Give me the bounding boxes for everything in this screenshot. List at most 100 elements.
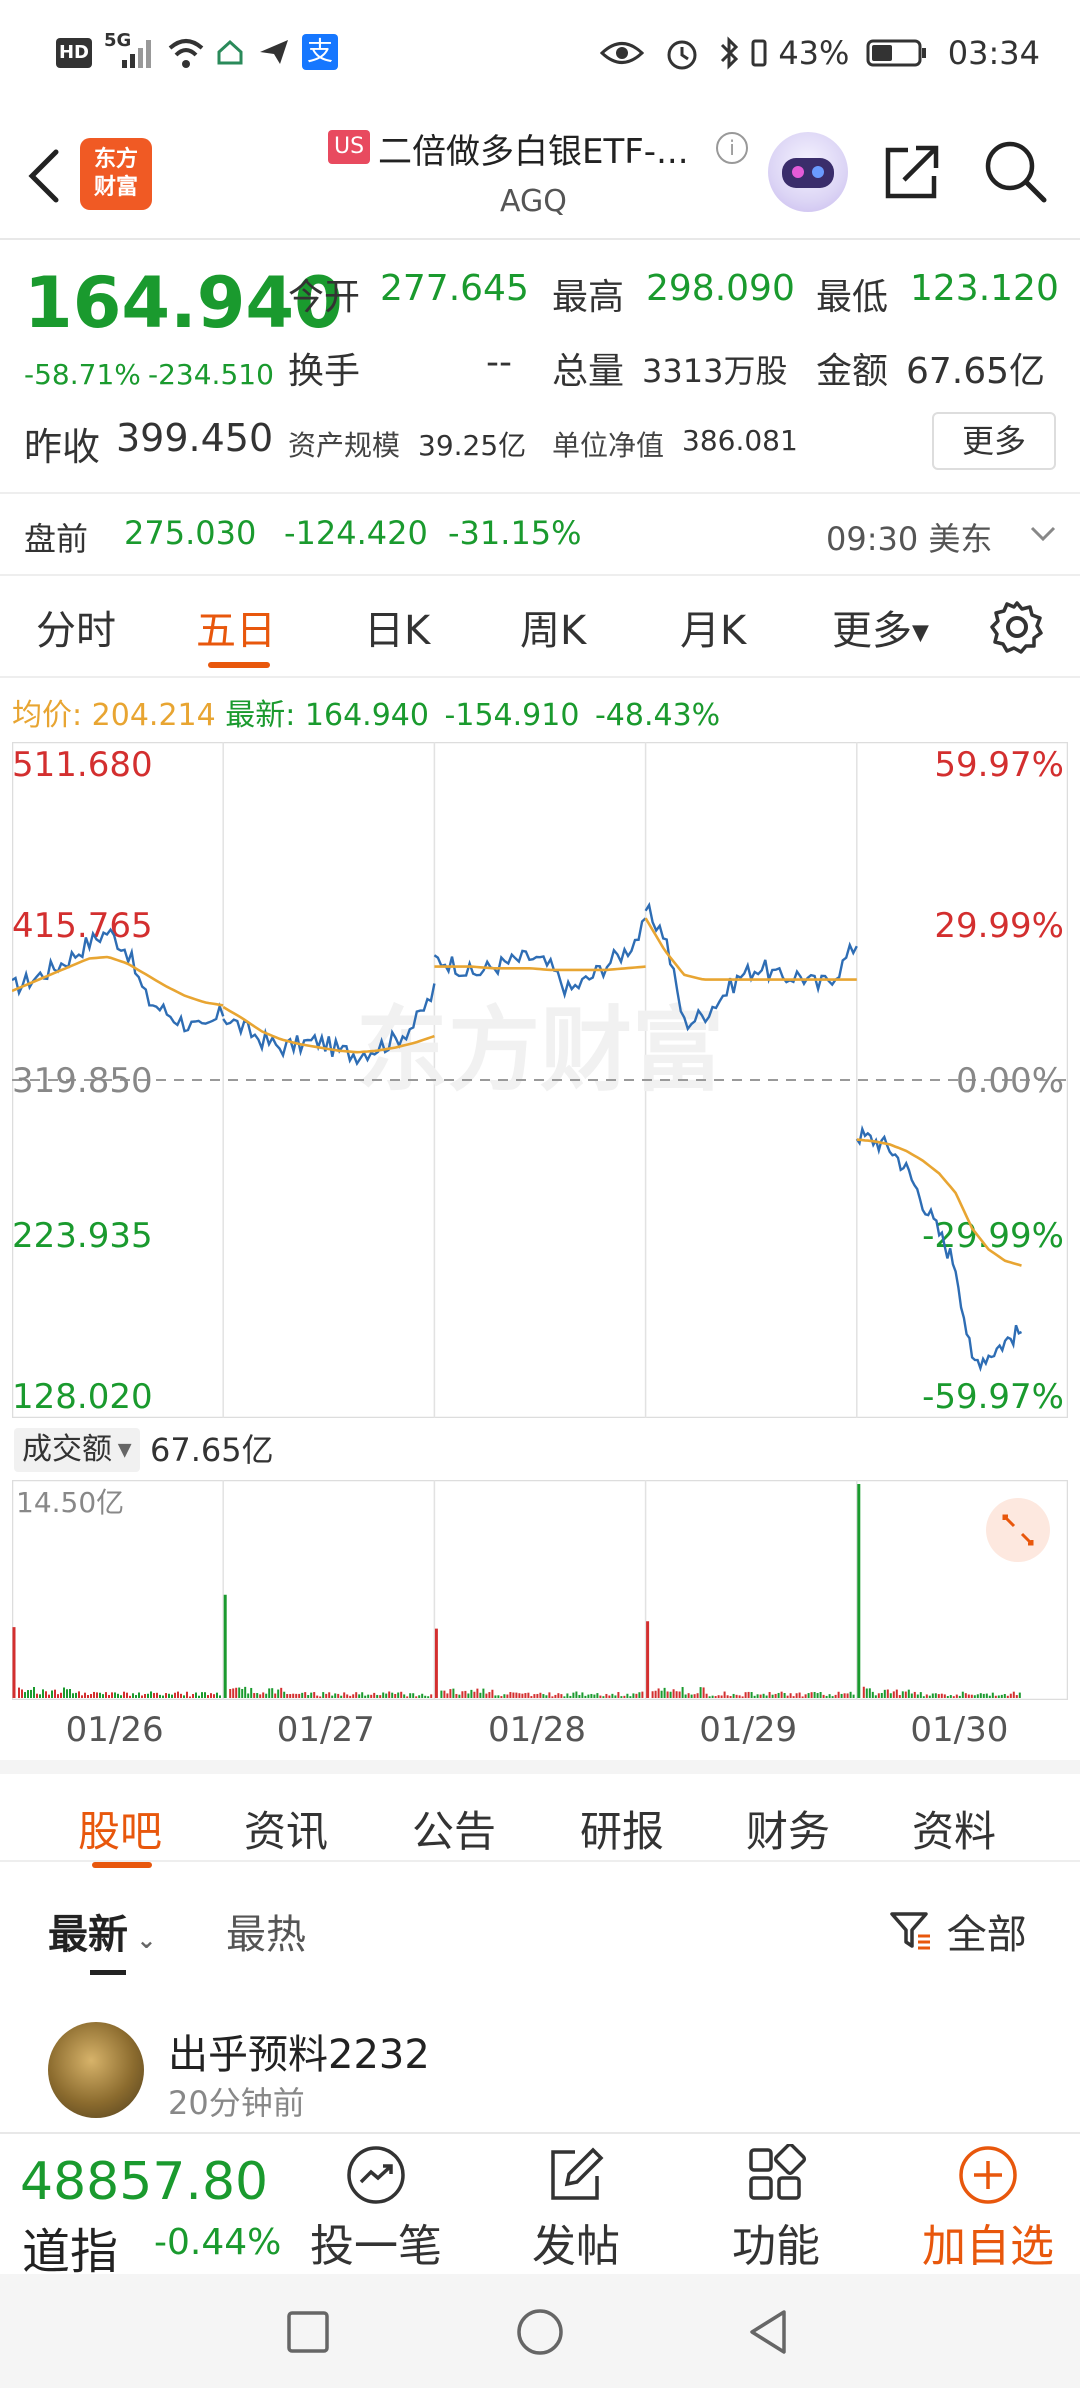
high-label: 最高 <box>552 277 625 318</box>
index-name: 道指 <box>22 2224 119 2280</box>
tab-announcements[interactable]: 公告 <box>412 1807 497 1856</box>
sort-latest-label: 最新 <box>48 1912 128 1958</box>
volume-metric-selector[interactable]: 成交额 ▼ <box>14 1428 140 1472</box>
battery-icon <box>866 39 926 67</box>
info-icon[interactable]: i <box>716 132 748 164</box>
price-line-day <box>433 917 647 1000</box>
premarket-price: 275.030 <box>124 514 257 552</box>
y-tick-left: 223.935 <box>12 1216 153 1256</box>
date-axis: 01/26 01/27 01/28 01/29 01/30 <box>12 1710 1068 1760</box>
chart-period-tabs: 分时 五日 日K 周K 月K 更多▼ <box>0 578 1080 678</box>
tab-profile[interactable]: 资料 <box>912 1807 997 1856</box>
paper-plane-icon <box>260 40 288 64</box>
back-nav-icon[interactable] <box>746 2308 790 2356</box>
tab-daily-k[interactable]: 日K <box>364 608 431 654</box>
share-icon[interactable] <box>880 140 944 204</box>
change-percent: -58.71% <box>24 358 141 391</box>
feed-filter-row: 最新 ⌄ 最热 全部 <box>0 1862 1080 1982</box>
prev-close-value: 399.450 <box>116 416 274 460</box>
sort-hot-button[interactable]: 最热 <box>226 1912 306 1958</box>
premarket-time: 09:30 美东 <box>826 520 993 558</box>
volume-total: 67.65亿 <box>150 1431 274 1469</box>
y-tick-left: 319.850 <box>12 1061 153 1101</box>
ai-assistant-icon[interactable] <box>768 132 848 212</box>
open-label: 今开 <box>288 277 361 318</box>
date-tick: 01/29 <box>699 1710 798 1750</box>
content-tabs: 股吧 资讯 公告 研报 财务 资料 <box>0 1760 1080 1868</box>
forum-post[interactable]: 出乎预料2232 20分钟前 <box>0 1982 1080 2132</box>
turnover-label: 换手 <box>288 351 361 392</box>
invest-label: 投一笔 <box>310 2221 442 2272</box>
search-icon[interactable] <box>982 138 1048 204</box>
invest-button[interactable]: 投一笔 <box>306 2144 446 2274</box>
home-icon <box>217 39 243 65</box>
post-label: 发帖 <box>532 2221 620 2272</box>
post-username[interactable]: 出乎预料2232 <box>168 2032 430 2078</box>
stock-name[interactable]: 二倍做多白银ETF-... <box>378 132 689 172</box>
wifi-icon <box>168 39 204 68</box>
signal-bars-icon <box>122 40 151 68</box>
average-price-bar: 均价: 204.214 最新: 164.940 -154.910 -48.43% <box>12 690 720 734</box>
chevron-down-icon[interactable] <box>1028 518 1058 548</box>
stock-code: AGQ <box>500 184 567 219</box>
tab-intraday[interactable]: 分时 <box>36 608 116 654</box>
active-subtab-indicator <box>92 1862 152 1868</box>
volume-frame <box>12 1480 1068 1700</box>
plus-circle-icon <box>959 2146 1017 2204</box>
trend-circle-icon <box>347 2146 405 2204</box>
home-button-icon[interactable] <box>516 2308 564 2356</box>
tab-monthly-k[interactable]: 月K <box>680 608 747 654</box>
latest-change: -154.910 <box>444 698 580 733</box>
filter-label: 全部 <box>946 1912 1027 1958</box>
brand-logo[interactable]: 东方 财富 <box>80 138 152 210</box>
avg-line-day <box>644 917 857 981</box>
latest-value: 164.940 <box>304 698 429 733</box>
watermark: 东方财富 <box>356 997 724 1104</box>
price-line-day <box>855 1124 1023 1373</box>
filter-button[interactable]: 全部 <box>888 1902 1027 1960</box>
alarm-icon <box>667 40 697 70</box>
avatar[interactable] <box>48 2022 144 2118</box>
premarket-bar[interactable]: 盘前 275.030 -124.420 -31.15% 09:30 美东 <box>0 492 1080 576</box>
tab-five-day[interactable]: 五日 <box>196 608 276 654</box>
date-tick: 01/26 <box>65 1710 164 1750</box>
caret-down-icon: ▼ <box>912 620 929 646</box>
market-badge: US <box>328 130 371 164</box>
amount-value: 67.65亿 <box>906 351 1046 392</box>
functions-label: 功能 <box>732 2221 820 2272</box>
tab-forum[interactable]: 股吧 <box>78 1807 163 1856</box>
caret-down-icon: ▼ <box>112 1439 132 1461</box>
hd-icon: HD <box>56 38 92 68</box>
recent-apps-icon[interactable] <box>286 2310 330 2354</box>
sort-latest-button[interactable]: 最新 ⌄ <box>48 1902 156 1960</box>
bottom-toolbar: 48857.80 道指 -0.44% 投一笔 发帖 功能 加自选 <box>0 2132 1080 2280</box>
latest-label: 最新: <box>225 698 296 733</box>
expand-icon[interactable] <box>986 1498 1050 1562</box>
premarket-change: -124.420 <box>284 514 428 552</box>
tab-news[interactable]: 资讯 <box>244 1807 329 1856</box>
alipay-icon: 支 <box>302 34 338 70</box>
gear-icon[interactable] <box>990 600 1044 654</box>
add-watchlist-button[interactable]: 加自选 <box>908 2144 1068 2274</box>
functions-button[interactable]: 功能 <box>706 2144 846 2274</box>
post-button[interactable]: 发帖 <box>506 2144 646 2274</box>
add-watch-label: 加自选 <box>922 2221 1054 2272</box>
expand-arrows-icon <box>1002 1514 1034 1546</box>
more-quote-button[interactable]: 更多 <box>932 412 1056 470</box>
volume-label: 总量 <box>552 351 625 392</box>
five-day-price-chart[interactable]: 东方财富 511.680 415.765 319.850 223.935 128.020 5… <box>12 742 1068 1418</box>
edit-icon <box>551 2147 604 2200</box>
amount-label: 金额 <box>816 351 889 392</box>
sort-indicator <box>90 1970 126 1975</box>
brand-logo-line1: 东方 <box>93 147 138 172</box>
avg-line-day <box>856 1138 1022 1267</box>
chevron-left-icon[interactable] <box>24 146 64 206</box>
tab-weekly-k[interactable]: 周K <box>520 608 587 654</box>
tab-financials[interactable]: 财务 <box>746 1807 831 1856</box>
volume-chart[interactable]: 14.50亿 <box>12 1480 1068 1700</box>
avg-line-day <box>434 965 646 972</box>
aum-label: 资产规模 <box>288 429 401 462</box>
aum-value: 39.25亿 <box>418 429 527 462</box>
tab-more[interactable]: 更多▼ <box>832 598 929 656</box>
tab-research[interactable]: 研报 <box>580 1807 665 1856</box>
